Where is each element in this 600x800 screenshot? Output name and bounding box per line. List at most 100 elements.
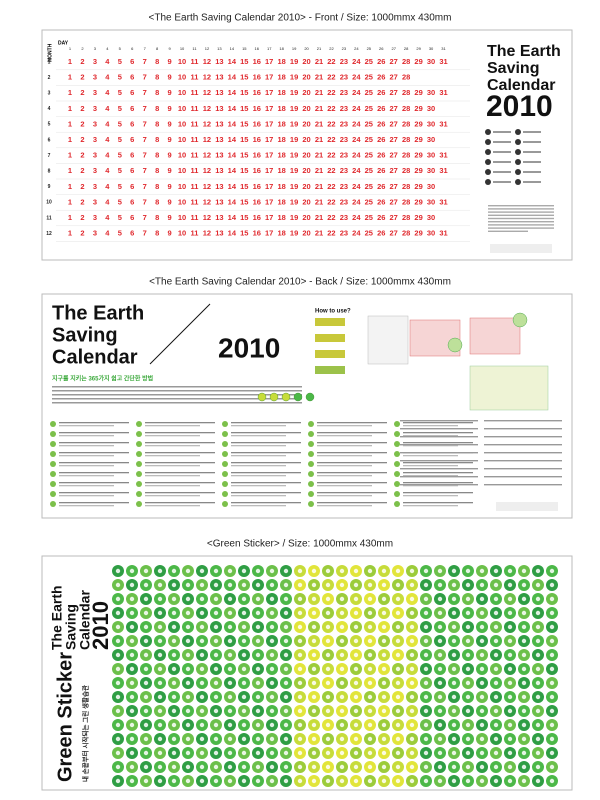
sticker-icon	[297, 708, 303, 714]
sticker-icon	[381, 666, 387, 672]
sticker-icon	[353, 708, 359, 714]
day-number: 2	[80, 213, 84, 222]
sticker-icon	[381, 778, 387, 784]
day-header: 8	[156, 46, 159, 51]
day-number: 15	[240, 182, 248, 191]
title-line: The Earth	[49, 585, 65, 650]
day-number: 6	[130, 151, 134, 160]
day-number: 3	[93, 197, 97, 206]
sticker-icon	[311, 708, 317, 714]
sticker-icon	[115, 596, 121, 602]
sticker-icon	[549, 624, 555, 630]
sticker-icon	[367, 582, 373, 588]
day-number: 2	[80, 57, 84, 66]
sticker-icon	[381, 624, 387, 630]
sticker-icon	[143, 638, 149, 644]
sticker-icon	[227, 708, 233, 714]
tip-icon	[222, 461, 228, 467]
day-header: 2	[81, 46, 84, 51]
sticker-icon	[451, 610, 457, 616]
sticker-icon	[451, 582, 457, 588]
legend-line	[523, 161, 541, 163]
sticker-icon	[451, 680, 457, 686]
tip-icon	[136, 491, 142, 497]
sticker-icon	[367, 750, 373, 756]
sticker-icon	[255, 610, 261, 616]
day-number: 12	[203, 135, 211, 144]
tip-line	[231, 462, 301, 464]
sticker-icon	[171, 750, 177, 756]
tip-line	[145, 472, 215, 474]
sticker-icon	[451, 596, 457, 602]
day-number: 16	[253, 104, 261, 113]
sticker-icon	[479, 750, 485, 756]
day-number: 29	[414, 229, 422, 238]
front-panel	[41, 29, 573, 261]
day-number: 6	[130, 213, 134, 222]
day-number: 27	[390, 73, 398, 82]
subtitle: 지구를 지키는 365가지 쉽고 간단한 방법	[52, 375, 153, 383]
sticker-icon	[493, 736, 499, 742]
title-line: Saving	[63, 604, 79, 650]
sticker-icon	[115, 750, 121, 756]
sticker-icon	[255, 722, 261, 728]
sticker-icon	[129, 680, 135, 686]
sticker-icon	[451, 708, 457, 714]
day-number: 16	[253, 119, 261, 128]
day-number: 24	[352, 229, 361, 238]
sticker-icon	[157, 736, 163, 742]
sticker-icon	[311, 736, 317, 742]
sticker-icon	[367, 666, 373, 672]
tip-line	[403, 475, 458, 477]
tip-line	[59, 435, 114, 437]
sticker-icon	[269, 764, 275, 770]
tip-icon	[308, 481, 314, 487]
legend-icon	[485, 129, 491, 135]
sticker-icon	[297, 694, 303, 700]
sticker-icon	[549, 666, 555, 672]
tip-line	[59, 492, 129, 494]
day-number: 17	[265, 135, 273, 144]
sticker-icon	[129, 736, 135, 742]
day-number: 14	[228, 182, 237, 191]
sticker-icon	[493, 624, 499, 630]
day-number: 15	[240, 135, 248, 144]
day-number: 18	[277, 135, 285, 144]
legend-line	[493, 181, 511, 183]
day-header: 24	[354, 46, 359, 51]
sticker-icon	[213, 582, 219, 588]
day-number: 1	[68, 197, 72, 206]
day-number: 18	[277, 151, 285, 160]
tip-line	[231, 445, 286, 447]
sticker-icon	[185, 666, 191, 672]
tip-icon	[222, 491, 228, 497]
day-number: 3	[93, 73, 97, 82]
month-number: 11	[46, 215, 52, 221]
day-number: 31	[439, 119, 447, 128]
tip-line	[403, 435, 458, 437]
mini-sticker	[293, 392, 303, 402]
tip-line	[231, 422, 301, 424]
sticker-icon	[157, 666, 163, 672]
para-line	[52, 390, 302, 392]
sticker-icon	[339, 736, 345, 742]
sticker-icon	[283, 582, 289, 588]
day-number: 19	[290, 135, 298, 144]
sticker-icon	[269, 610, 275, 616]
day-number: 12	[203, 182, 211, 191]
sticker-icon	[381, 736, 387, 742]
day-header: 25	[367, 46, 372, 51]
day-number: 24	[352, 88, 361, 97]
day-number: 10	[178, 119, 186, 128]
sticker-icon	[521, 764, 527, 770]
day-number: 31	[439, 57, 447, 66]
day-header: 30	[429, 46, 434, 51]
para-line	[400, 476, 478, 478]
sticker-icon	[297, 610, 303, 616]
sticker-icon	[367, 610, 373, 616]
sticker-icon	[423, 764, 429, 770]
sticker-icon	[227, 666, 233, 672]
day-number: 27	[390, 182, 398, 191]
tip-line	[59, 485, 114, 487]
title-line: Calendar	[77, 590, 93, 650]
